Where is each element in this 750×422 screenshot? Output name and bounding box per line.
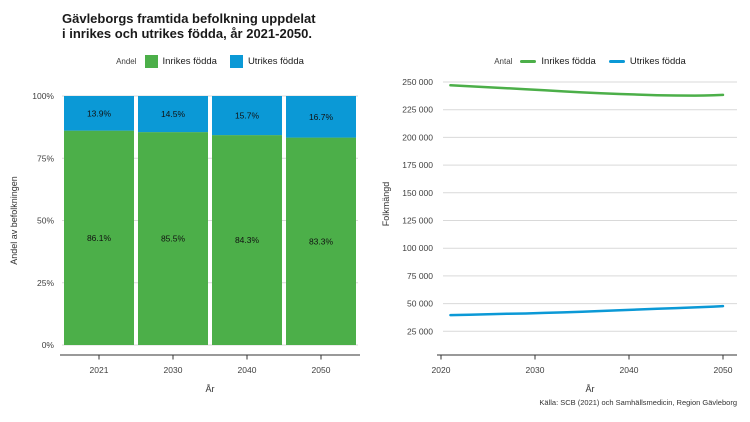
antal-legend-title: Antal (494, 56, 513, 66)
antal-xtick-label: 2040 (620, 365, 639, 375)
legend-label-utrikes: Utrikes födda (247, 55, 304, 67)
andel-ytick-label: 25% (37, 278, 54, 288)
antal-legend: Antal Inrikes födda Utrikes födda (443, 53, 737, 69)
figure-title-line2: i inrikes och utrikes födda, år 2021-205… (62, 26, 313, 41)
antal-ytick-label: 250 000 (402, 77, 433, 87)
label-inrikes-2050: 83.3% (309, 236, 334, 246)
label-inrikes-2030: 85.5% (161, 234, 186, 244)
andel-ytick-label: 50% (37, 216, 54, 226)
antal-xaxis-title: År (586, 384, 595, 394)
andel-ytick-label: 0% (42, 340, 55, 350)
antal-xtick-label: 2050 (714, 365, 733, 375)
andel-xtick-label: 2050 (312, 365, 331, 375)
inrikes-line-swatch (520, 59, 537, 63)
antal-line-chart: 25 000 50 000 75 000 100 000 125 000 150 000 1… (381, 77, 737, 394)
andel-ytick-label: 100% (32, 91, 54, 101)
antal-ytick-label: 150 000 (402, 188, 433, 198)
label-inrikes-2021: 86.1% (87, 233, 112, 243)
bar-inrikes-2050 (286, 137, 356, 345)
figure-title-line1: Gävleborgs framtida befolkning uppdelat (62, 11, 316, 26)
antal-ytick-label: 25 000 (407, 326, 433, 336)
andel-xaxis-title: År (206, 384, 215, 394)
andel-ytick-label: 75% (37, 153, 54, 163)
inrikes-square-swatch (144, 54, 158, 68)
label-utrikes-2040: 15.7% (235, 111, 260, 121)
andel-legend-title: Andel (116, 56, 137, 66)
bar-utrikes-2040 (212, 96, 282, 136)
bar-inrikes-2030 (138, 132, 208, 345)
andel-legend: Andel Inrikes födda Utrikes födda (62, 53, 358, 69)
legend-item-inrikes-line: Inrikes födda (520, 55, 596, 67)
label-inrikes-2040: 84.3% (235, 235, 260, 245)
antal-xtick-label: 2020 (432, 365, 451, 375)
andel-yaxis-title: Andel av befolkningen (9, 176, 19, 265)
antal-ytick-label: 125 000 (402, 216, 433, 226)
label-utrikes-2050: 16.7% (309, 112, 334, 122)
antal-xtick-label: 2030 (526, 365, 545, 375)
line-inrikes (449, 84, 725, 97)
legend-label-inrikes-line: Inrikes födda (541, 55, 596, 67)
antal-ytick-label: 75 000 (407, 271, 433, 281)
andel-xtick-label: 2030 (164, 365, 183, 375)
antal-yaxis-title: Folkmängd (381, 182, 391, 227)
bar-utrikes-2050 (286, 96, 356, 138)
line-utrikes (449, 304, 725, 317)
antal-ytick-label: 225 000 (402, 105, 433, 115)
bar-inrikes-2040 (212, 135, 282, 345)
antal-ytick-label: 200 000 (402, 132, 433, 142)
label-utrikes-2030: 14.5% (161, 109, 186, 119)
source-note: Källa: SCB (2021) och Samhällsmedicin, R… (539, 398, 737, 407)
andel-bar-chart: 0% 25% 50% 75% 100% 13.9% 86.1% 2021 14.5% 85.5% 2… (9, 91, 360, 394)
legend-item-inrikes: Inrikes födda (144, 54, 217, 68)
bar-inrikes-2021 (64, 130, 134, 345)
bar-utrikes-2021 (64, 96, 134, 131)
antal-ytick-label: 50 000 (407, 299, 433, 309)
utrikes-line-swatch (608, 59, 625, 63)
legend-item-utrikes-line: Utrikes födda (608, 55, 686, 67)
antal-ytick-label: 100 000 (402, 243, 433, 253)
antal-ytick-label: 175 000 (402, 160, 433, 170)
figure-title: Gävleborgs framtida befolkning uppdelat … (62, 11, 316, 41)
bar-utrikes-2030 (138, 96, 208, 133)
legend-item-utrikes: Utrikes födda (229, 54, 304, 68)
legend-label-utrikes-line: Utrikes födda (629, 55, 686, 67)
andel-xtick-label: 2040 (238, 365, 257, 375)
label-utrikes-2021: 13.9% (87, 108, 112, 118)
legend-label-inrikes: Inrikes födda (162, 55, 217, 67)
andel-xtick-label: 2021 (90, 365, 109, 375)
utrikes-square-swatch (229, 54, 243, 68)
